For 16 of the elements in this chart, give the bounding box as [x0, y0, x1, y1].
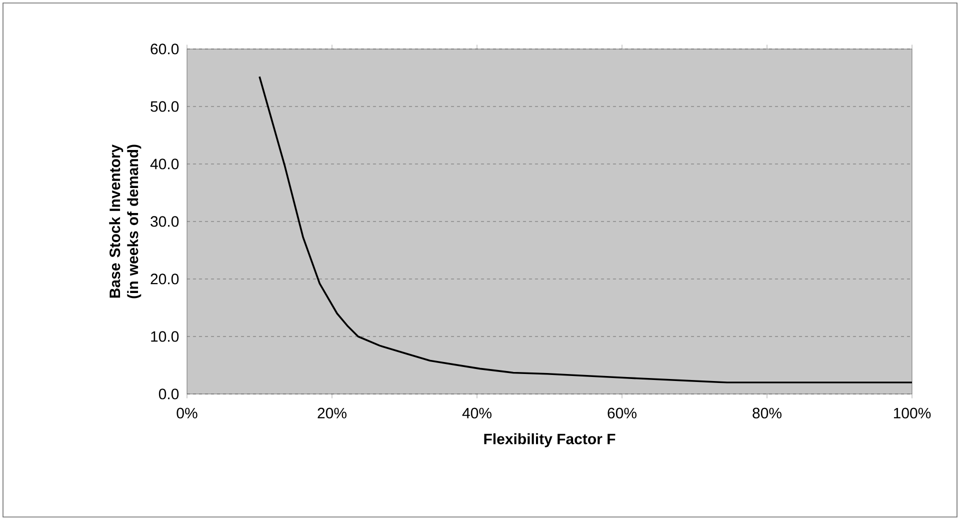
y-tick-label: 20.0: [150, 274, 179, 284]
y-tick-label: 40.0: [150, 158, 179, 170]
x-tick-label: 20%: [318, 408, 346, 418]
y-axis-title: Base Stock Inventory (in weeks of demand): [109, 144, 142, 298]
x-tick-label: 80%: [752, 408, 782, 418]
x-tick-label: 60%: [608, 408, 636, 418]
x-tick-label: 0%: [176, 408, 198, 418]
x-tick-label: 100%: [894, 408, 931, 418]
y-tick-label: 60.0: [150, 44, 179, 54]
y-tick-label: 0.0: [158, 388, 179, 400]
x-axis-title: Flexibility Factor F: [484, 433, 616, 448]
x-tick-label: 40%: [462, 408, 492, 418]
y-tick-label: 10.0: [151, 331, 179, 342]
y-tick-label: 30.0: [150, 216, 179, 227]
y-tick-label: 50.0: [150, 101, 179, 112]
line-series: [258, 76, 912, 384]
